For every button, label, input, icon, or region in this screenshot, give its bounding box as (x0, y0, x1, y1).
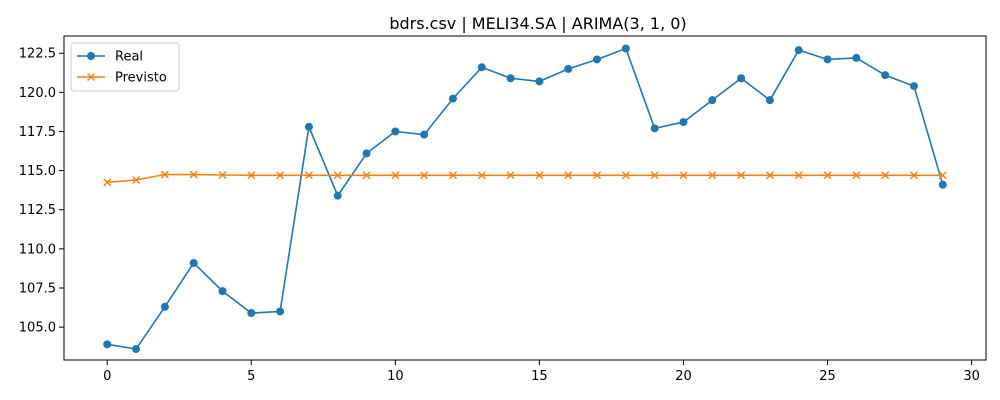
data-point (881, 71, 890, 80)
data-point (794, 171, 803, 180)
legend-marker (87, 52, 95, 60)
chart-title: bdrs.csv | MELI34.SA | ARIMA(3, 1, 0) (389, 14, 686, 33)
data-point (304, 171, 313, 180)
x-tick-label: 15 (531, 369, 548, 384)
data-point (564, 64, 573, 73)
legend-item-previsto: Previsto (77, 71, 167, 86)
data-point (535, 171, 544, 180)
data-point (852, 171, 861, 180)
x-axis: 0 5 10 15 20 25 30 (103, 360, 980, 384)
plot-frame (63, 35, 987, 361)
data-point (794, 46, 803, 55)
data-point (276, 171, 285, 180)
data-point (160, 170, 169, 179)
y-tick-label: 107.5 (19, 282, 56, 297)
data-point (506, 74, 515, 83)
legend-label: Real (115, 50, 143, 65)
series-real (103, 44, 947, 354)
series-layer (103, 44, 947, 354)
legend-item-real: Real (77, 50, 143, 65)
data-point (679, 118, 688, 127)
data-point (593, 55, 602, 64)
y-axis: 105.0 107.5 110.0 112.5 115.0 117.5 120.0 122.5 (19, 47, 64, 336)
data-point (621, 44, 630, 53)
data-point (276, 307, 285, 316)
data-point (448, 94, 457, 103)
data-point (881, 171, 890, 180)
data-point (391, 171, 400, 180)
y-tick-label: 105.0 (19, 321, 56, 336)
data-point (420, 171, 429, 180)
data-point (247, 309, 256, 318)
data-point (765, 171, 774, 180)
data-point (218, 170, 227, 179)
series-line-real (107, 47, 944, 350)
data-point (852, 53, 861, 62)
data-point (506, 171, 515, 180)
data-point (362, 149, 371, 158)
x-tick-label: 20 (675, 369, 692, 384)
data-point (333, 171, 342, 180)
data-point (218, 287, 227, 296)
data-point (765, 96, 774, 105)
data-point (477, 63, 486, 72)
data-point (103, 340, 112, 349)
data-point (938, 180, 947, 189)
x-tick-label: 25 (819, 369, 836, 384)
data-point (650, 171, 659, 180)
y-tick-label: 110.0 (19, 242, 56, 257)
data-point (132, 176, 141, 184)
x-tick-label: 0 (103, 369, 111, 384)
data-point (708, 171, 717, 180)
x-tick-label: 10 (387, 369, 404, 384)
data-point (535, 77, 544, 86)
data-point (621, 171, 630, 180)
data-point (304, 122, 313, 131)
data-point (938, 171, 947, 180)
y-tick-label: 112.5 (19, 203, 56, 218)
legend-marker (87, 73, 95, 81)
y-tick-label: 115.0 (19, 164, 56, 179)
data-point (189, 258, 198, 267)
data-point (564, 171, 573, 180)
y-tick-label: 122.5 (19, 47, 56, 62)
data-point (420, 130, 429, 139)
data-point (448, 171, 457, 180)
series-previsto (103, 170, 947, 187)
data-point (909, 171, 918, 180)
data-point (391, 127, 400, 136)
data-point (103, 178, 112, 187)
data-point (189, 170, 198, 179)
data-point (362, 171, 371, 180)
data-point (708, 96, 717, 105)
legend-label: Previsto (115, 71, 167, 86)
data-point (477, 171, 486, 180)
data-point (593, 171, 602, 180)
data-point (160, 302, 169, 311)
y-tick-label: 117.5 (19, 125, 56, 140)
series-line-previsto (107, 173, 943, 184)
data-point (650, 124, 659, 133)
data-point (823, 55, 832, 64)
data-point (737, 171, 746, 180)
legend-box (70, 42, 180, 92)
data-point (247, 171, 256, 180)
x-tick-label: 30 (963, 369, 980, 384)
x-tick-label: 5 (247, 369, 255, 384)
data-point (333, 191, 342, 200)
data-point (679, 171, 688, 180)
data-point (909, 82, 918, 91)
legend: Real Previsto (70, 42, 180, 92)
data-point (737, 74, 746, 83)
data-point (823, 171, 832, 180)
y-tick-label: 120.0 (19, 86, 56, 101)
data-point (132, 345, 141, 354)
